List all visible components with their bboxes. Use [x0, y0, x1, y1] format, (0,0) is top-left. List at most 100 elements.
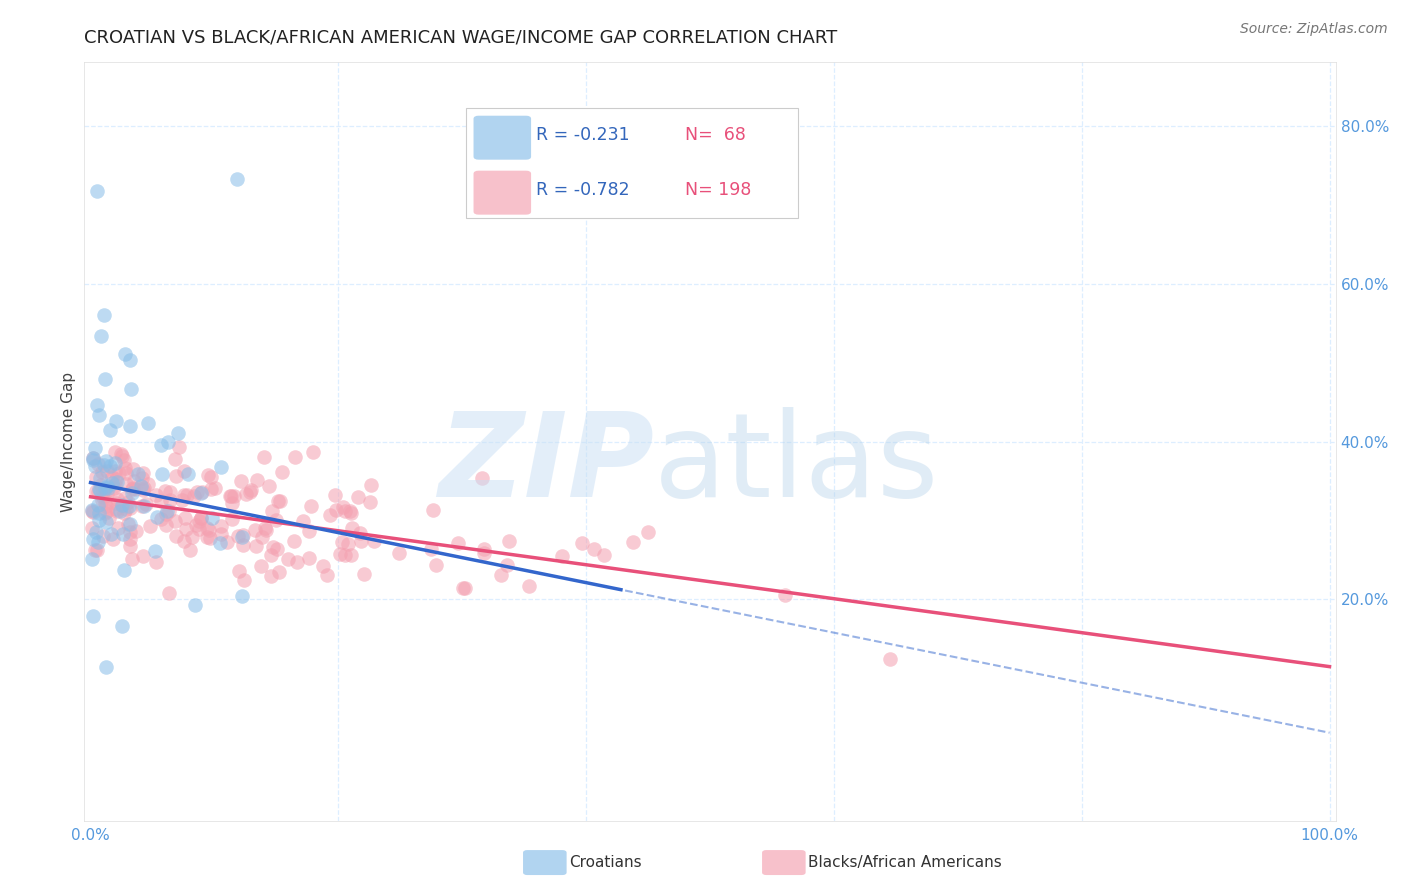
Point	[302, 445, 325, 459]
Point	[879, 652, 901, 666]
Point	[82, 451, 104, 466]
Point	[84, 441, 107, 455]
Point	[180, 530, 202, 544]
Point	[240, 483, 263, 497]
Point	[91, 529, 114, 543]
Point	[190, 511, 212, 525]
Point	[167, 440, 190, 454]
Point	[80, 521, 103, 535]
Point	[165, 451, 187, 466]
Point	[319, 508, 342, 522]
Point	[131, 499, 153, 513]
Point	[342, 521, 364, 535]
Point	[174, 522, 197, 536]
Point	[163, 514, 186, 528]
Point	[173, 464, 195, 478]
Point	[132, 483, 155, 497]
Point	[388, 546, 411, 560]
Point	[127, 467, 149, 481]
Point	[86, 398, 108, 412]
Point	[254, 521, 277, 535]
Point	[232, 528, 254, 542]
Point	[104, 496, 127, 510]
Point	[582, 542, 605, 557]
Point	[114, 491, 136, 506]
Point	[105, 491, 128, 506]
Point	[120, 419, 142, 434]
Point	[325, 503, 347, 517]
Point	[146, 509, 169, 524]
Point	[97, 511, 120, 525]
Point	[93, 308, 115, 322]
Point	[118, 532, 141, 546]
Point	[115, 502, 138, 516]
Point	[129, 479, 152, 493]
Point	[159, 493, 181, 508]
Point	[201, 511, 224, 525]
Point	[299, 500, 322, 514]
Point	[94, 481, 117, 495]
FancyBboxPatch shape	[474, 170, 531, 215]
Point	[517, 579, 540, 593]
Point	[90, 478, 112, 492]
Point	[149, 438, 172, 452]
Point	[120, 382, 142, 396]
Point	[120, 516, 142, 531]
Point	[104, 445, 127, 459]
Point	[145, 488, 167, 502]
Point	[112, 506, 135, 520]
Point	[89, 507, 111, 521]
Point	[120, 353, 142, 368]
Point	[187, 522, 209, 536]
Point	[122, 462, 145, 476]
Point	[136, 477, 159, 491]
Point	[257, 479, 280, 493]
Point	[104, 414, 127, 428]
Point	[150, 512, 173, 526]
Text: Source: ZipAtlas.com: Source: ZipAtlas.com	[1240, 22, 1388, 37]
Point	[298, 550, 321, 565]
Point	[221, 512, 243, 526]
Point	[190, 511, 212, 525]
Point	[82, 451, 104, 466]
Point	[145, 555, 167, 569]
Point	[262, 504, 284, 518]
Point	[96, 454, 118, 468]
Point	[246, 473, 269, 487]
Point	[118, 499, 141, 513]
Point	[111, 526, 134, 541]
Point	[82, 505, 104, 519]
Point	[184, 517, 207, 532]
Point	[271, 465, 294, 479]
Point	[84, 525, 107, 540]
Point	[105, 471, 128, 485]
Point	[89, 483, 111, 497]
Point	[551, 549, 574, 563]
Point	[333, 504, 356, 518]
Point	[104, 464, 127, 478]
Point	[104, 456, 127, 470]
Point	[360, 477, 382, 491]
Y-axis label: Wage/Income Gap: Wage/Income Gap	[60, 371, 76, 512]
Point	[637, 524, 659, 539]
Point	[114, 347, 136, 361]
Text: R = -0.231: R = -0.231	[536, 127, 630, 145]
Point	[143, 544, 166, 558]
Point	[84, 543, 107, 558]
Point	[315, 567, 337, 582]
Point	[253, 450, 276, 464]
Point	[621, 535, 644, 549]
Point	[176, 488, 198, 502]
Point	[571, 536, 593, 550]
Point	[104, 477, 127, 491]
Point	[93, 488, 115, 502]
Point	[122, 481, 145, 495]
Point	[121, 551, 143, 566]
Point	[87, 458, 110, 472]
Point	[283, 534, 305, 549]
Point	[115, 477, 138, 491]
Text: N= 198: N= 198	[685, 181, 751, 200]
Point	[339, 504, 361, 518]
Point	[350, 534, 373, 549]
Point	[120, 524, 142, 539]
